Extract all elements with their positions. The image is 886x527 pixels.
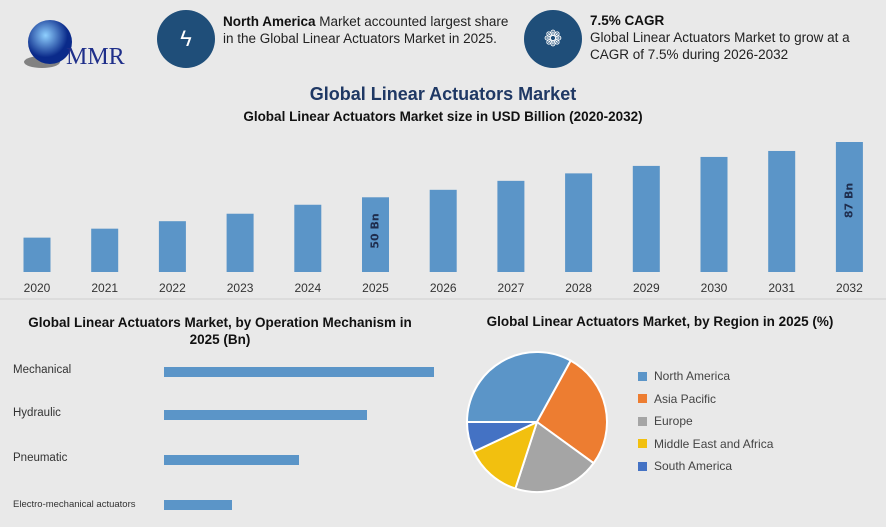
legend-label: North America	[654, 369, 731, 383]
main-title: Global Linear Actuators Market	[309, 84, 577, 104]
info-card-cagr: 7.5% CAGR Global Linear Actuators Market…	[590, 12, 880, 63]
logo-text: MMR	[66, 44, 125, 70]
bar-chart-title: Global Linear Actuators Market size in U…	[243, 109, 643, 124]
x-tick-label: 2021	[91, 281, 118, 295]
x-tick-label: 2029	[633, 281, 660, 295]
bar-2031	[768, 150, 796, 272]
info-text: Market accounted largest share in the Gl…	[223, 14, 509, 46]
category-label: Pneumatic	[13, 452, 68, 464]
info-card-region: North America Market accounted largest s…	[223, 13, 513, 47]
mmr-logo: MMR	[20, 14, 130, 74]
category-label: Mechanical	[13, 364, 72, 376]
bar-mechanical	[164, 367, 434, 377]
bar-2029	[632, 165, 660, 272]
x-tick-label: 2032	[836, 281, 863, 295]
pie-chart	[465, 351, 608, 493]
x-tick-label: 2023	[227, 281, 254, 295]
bar-2028	[565, 173, 593, 272]
legend-label: Middle East and Africa	[654, 436, 774, 451]
bar-pneumatic	[164, 455, 299, 465]
pie-slice-middle-east-and-africa	[472, 420, 539, 490]
category-label: Hydraulic	[13, 407, 61, 419]
bar-electro-mechanical-actuators	[164, 500, 232, 510]
x-tick-label: 2031	[768, 281, 795, 295]
pie-slice-south-america	[465, 421, 538, 454]
x-tick-label: 2028	[565, 281, 592, 295]
legend-item: Asia Pacific	[638, 392, 716, 406]
x-tick-label: 2026	[430, 281, 457, 295]
legend-swatch	[638, 439, 647, 448]
legend-item: Middle East and Africa	[638, 437, 773, 451]
legend-label: Asia Pacific	[654, 391, 717, 406]
bar-2026	[429, 189, 457, 272]
legend-swatch	[638, 371, 647, 381]
bar-2030	[700, 156, 728, 272]
bar-2021	[91, 228, 119, 272]
pie-chart-title: Global Linear Actuators Market, by Regio…	[486, 314, 834, 329]
legend-item: Europe	[638, 414, 693, 428]
x-tick-label: 2030	[701, 281, 728, 295]
x-tick-label: 2024	[294, 281, 321, 295]
info-text: Global Linear Actuators Market to grow a…	[590, 30, 850, 62]
legend-swatch	[638, 416, 647, 426]
data-label: 87 Bn	[842, 183, 855, 218]
bar-chart: 2020 2021 2022 2023 2024 2025 50 Bn 2026 2027 202…	[0, 142, 886, 300]
category-label: Electro-mechanical actuators	[13, 499, 136, 510]
pie-slice-asia-pacific	[535, 359, 608, 465]
legend-item: North America	[638, 369, 730, 383]
info-bold: 7.5% CAGR	[590, 13, 665, 28]
x-tick-label: 2022	[159, 281, 186, 295]
pie-slice-north-america	[465, 351, 573, 423]
data-label: 50 Bn	[369, 213, 382, 248]
bar-2032	[835, 142, 863, 272]
lightning-icon: ϟ	[157, 10, 215, 68]
bar-2023	[226, 213, 254, 272]
bar-2022	[158, 221, 186, 272]
bar-2025	[362, 197, 389, 272]
legend-label: South America	[654, 459, 733, 473]
legend-swatch	[638, 394, 647, 403]
globe-icon	[24, 20, 72, 68]
bar-2024	[294, 204, 322, 272]
mechanism-chart-title: Global Linear Actuators Market, by Opera…	[28, 315, 412, 347]
info-bold: North America	[223, 14, 316, 29]
pie-slice-europe	[514, 420, 596, 493]
x-tick-label: 2025	[362, 281, 389, 295]
bar-2020	[23, 237, 51, 272]
legend-swatch	[638, 461, 647, 471]
flame-icon: ❁	[524, 10, 582, 68]
legend-item: South America	[638, 459, 732, 473]
bar-hydraulic	[164, 410, 367, 420]
legend-label: Europe	[654, 414, 693, 428]
bar-2027	[497, 180, 525, 272]
x-tick-label: 2020	[24, 281, 51, 295]
x-tick-label: 2027	[498, 281, 525, 295]
